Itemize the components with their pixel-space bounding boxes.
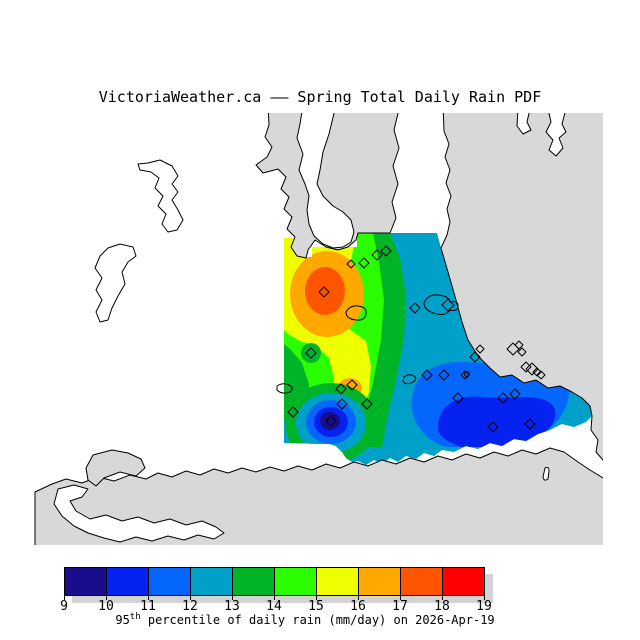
colorbar-cell: [359, 568, 401, 595]
colorbar-cell: [275, 568, 317, 595]
colorbar-caption: 95th percentile of daily rain (mm/day) o…: [115, 612, 494, 627]
colorbar-ticklabel: 10: [98, 599, 114, 614]
station-markers: [287, 245, 546, 433]
station-diamond: [287, 406, 299, 418]
station-diamond: [532, 367, 542, 377]
station-diamond: [325, 415, 337, 427]
station-diamond: [441, 298, 455, 312]
band-dark-blue: [437, 396, 556, 447]
water-inlet-north-2: [516, 113, 532, 135]
island-west-south: [94, 243, 137, 323]
station-diamond: [525, 362, 539, 376]
station-diamond: [460, 370, 470, 380]
colorbar-cell: [107, 568, 149, 595]
colorbar-cell: [317, 568, 359, 595]
station-diamond: [509, 388, 521, 400]
coastline-details: [276, 294, 470, 394]
colorbar-tickmark: [400, 596, 401, 600]
colorbar-cell: [401, 568, 443, 595]
station-diamond: [318, 286, 330, 298]
station-diamond: [335, 383, 347, 395]
colorbar-tickmark: [484, 596, 485, 600]
colorbar-ticklabel: 14: [266, 599, 282, 614]
land-north-mass: [255, 113, 400, 259]
islet-outline-west: [276, 383, 293, 394]
colorbar-ticklabel: 12: [182, 599, 198, 614]
station-diamond: [487, 421, 499, 433]
station-diamond: [346, 259, 356, 269]
water-inlet-north-1: [545, 113, 567, 157]
caption-rest: percentile of daily rain (mm/day) on 202…: [140, 613, 495, 627]
station-diamond: [409, 302, 421, 314]
station-diamond: [380, 245, 392, 257]
station-diamond: [517, 347, 527, 357]
water-bay-south: [53, 484, 225, 543]
colorbar-ticklabel: 18: [434, 599, 450, 614]
colorbar-tickmark: [442, 596, 443, 600]
station-diamond: [421, 369, 433, 381]
station-diamond: [358, 257, 370, 269]
colorbar-tickmark: [358, 596, 359, 600]
colorbar-cell: [233, 568, 275, 595]
station-diamond: [438, 369, 450, 381]
colorbar-cell: [443, 568, 484, 595]
colorbar-tickmark: [64, 596, 65, 600]
caption-superscript: th: [129, 612, 141, 622]
band-red-orange-core: [305, 267, 345, 315]
islet-outline-1: [345, 305, 367, 321]
station-diamond: [536, 370, 546, 380]
station-diamond: [497, 392, 509, 404]
colorbar-ticklabel: 15: [308, 599, 324, 614]
station-diamond: [524, 418, 536, 430]
station-diamond: [475, 344, 485, 354]
colorbar-ticklabel: 11: [140, 599, 156, 614]
colorbar-cell: [65, 568, 107, 595]
station-diamond: [469, 351, 481, 363]
island-west-north: [137, 159, 184, 233]
station-diamond: [305, 347, 317, 359]
colorbar-tickmark: [232, 596, 233, 600]
station-diamond: [514, 340, 524, 350]
colorbar-ticks: 9 10 11 12 13 14 15 16 17 18 19: [60, 596, 492, 616]
station-diamond: [361, 398, 373, 410]
island-tiny-southeast: [542, 466, 550, 481]
caption-prefix: 95: [115, 613, 130, 627]
station-diamond: [336, 398, 348, 410]
colorbar-tickmark: [106, 596, 107, 600]
colorbar-cell: [191, 568, 233, 595]
colorbar-ticklabel: 9: [60, 599, 68, 614]
land-mainland-east: [440, 113, 603, 461]
landmasses: [34, 113, 603, 545]
colorbar-ticklabel: 16: [350, 599, 366, 614]
lake-outline-1: [423, 294, 459, 315]
colorbar: [64, 567, 485, 596]
station-diamond: [452, 392, 464, 404]
colorbar-tickmark: [274, 596, 275, 600]
station-diamond: [371, 249, 383, 261]
colorbar-tickmark: [190, 596, 191, 600]
water-inlet-channel: [296, 113, 355, 249]
colorbar-ticklabel: 13: [224, 599, 240, 614]
colorbar-tickmark: [316, 596, 317, 600]
bullseye-core-navy: [320, 412, 340, 430]
page-title: VictoriaWeather.ca —— Spring Total Daily…: [98, 88, 542, 106]
islet-outline-2: [402, 374, 417, 385]
colorbar-ticklabel: 17: [392, 599, 408, 614]
band-green-spot: [301, 343, 321, 363]
colorbar-ticklabel: 19: [476, 599, 492, 614]
station-diamond: [346, 379, 358, 391]
colorbar-cell: [149, 568, 191, 595]
colorbar-tickmark: [148, 596, 149, 600]
island-strait: [85, 449, 146, 487]
